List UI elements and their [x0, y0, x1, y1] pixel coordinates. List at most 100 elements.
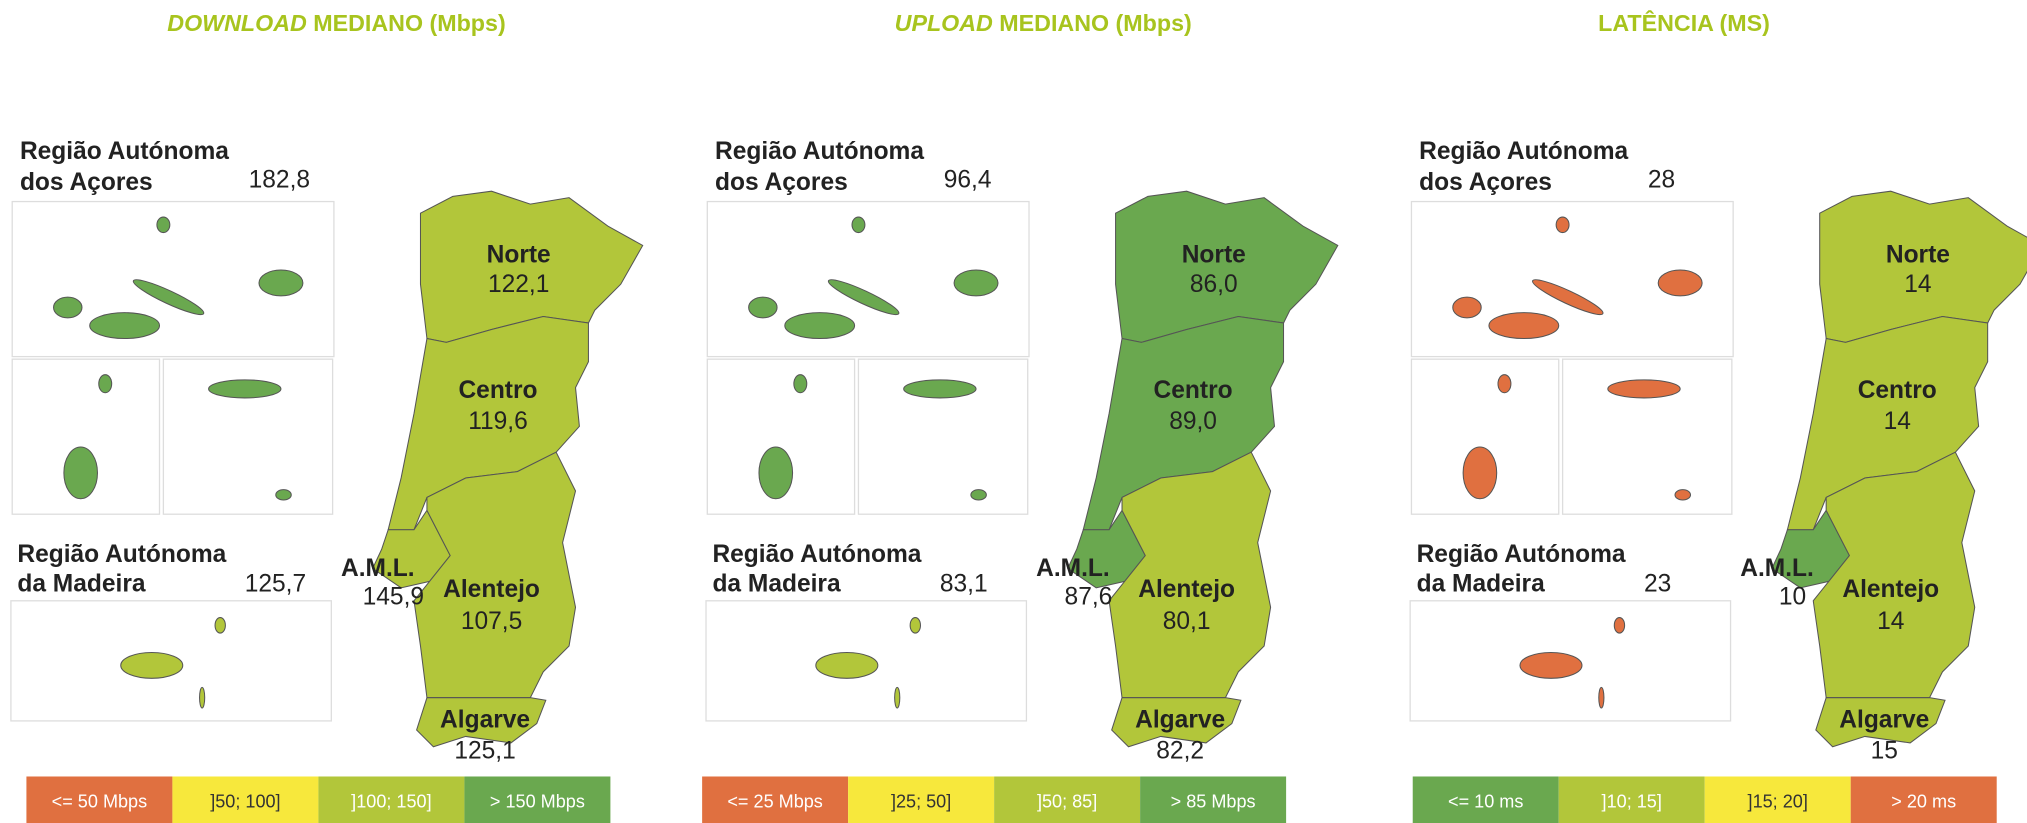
island: [1452, 296, 1482, 319]
region-value: 10: [1779, 584, 1806, 611]
legend-label: > 150 Mbps: [490, 791, 585, 811]
legend-swatch: [1704, 776, 1851, 823]
region-shape: [416, 697, 547, 748]
region-label: Norte: [1886, 241, 1950, 268]
island: [903, 379, 977, 399]
region-value: 14: [1904, 271, 1931, 298]
island: [1613, 617, 1626, 634]
legend-label: ]10; 15]: [1602, 791, 1662, 811]
region-value: 145,9: [363, 584, 424, 611]
title-text: MEDIANO (Mbps): [313, 10, 505, 36]
region-label: Alentejo: [1138, 576, 1235, 603]
island: [120, 651, 184, 679]
panel: Região Autónoma dos Açores 182,8 Região Aut…: [10, 138, 644, 764]
region-value: 82,2: [1156, 737, 1204, 764]
legend-label: ]15; 20]: [1748, 791, 1808, 811]
legend-label: <= 50 Mbps: [52, 791, 147, 811]
region-label: Centro: [1858, 377, 1937, 404]
region-label: da Madeira: [712, 571, 841, 598]
region-label: Algarve: [440, 706, 530, 733]
island: [275, 489, 292, 501]
region-value: 122,1: [488, 271, 549, 298]
legend-swatch: [464, 776, 611, 823]
region-label: Região Autónoma: [1419, 138, 1628, 165]
region-shape: [413, 451, 577, 699]
region-value: 15: [1871, 737, 1898, 764]
legend-label: <= 10 ms: [1448, 791, 1523, 811]
island: [1607, 379, 1681, 399]
region-label: A.M.L.: [341, 555, 415, 582]
region-value: 107,5: [461, 608, 522, 635]
legend-swatch: [26, 776, 173, 823]
region-label: Centro: [1154, 377, 1233, 404]
island: [98, 374, 113, 394]
region-label: A.M.L.: [1740, 555, 1814, 582]
island: [208, 379, 282, 399]
island: [214, 617, 226, 634]
island: [156, 216, 171, 234]
legend-swatch: [172, 776, 319, 823]
legend-swatch: [994, 776, 1141, 823]
region-value: 96,4: [944, 166, 992, 193]
legend-swatch: [1412, 776, 1559, 823]
title-text: LATÊNCIA (MS): [1598, 9, 1770, 36]
legend-label: <= 25 Mbps: [727, 791, 822, 811]
title-emphasis: DOWNLOAD: [167, 10, 307, 36]
region-value: 182,8: [249, 166, 310, 193]
region-label: Alentejo: [1842, 576, 1939, 603]
region-value: 125,1: [454, 737, 515, 764]
region-label: Região Autónoma: [17, 541, 226, 568]
region-value: 86,0: [1190, 271, 1238, 298]
island: [793, 374, 808, 394]
region-label: dos Açores: [1419, 169, 1552, 196]
island: [827, 279, 900, 316]
region-label: Algarve: [1839, 706, 1929, 733]
panel-title: LATÊNCIA (MS): [1598, 9, 1770, 36]
region-value: 14: [1877, 608, 1904, 635]
island: [1519, 651, 1583, 679]
region-label: dos Açores: [715, 169, 848, 196]
island: [748, 296, 778, 319]
region-value: 83,1: [940, 571, 988, 598]
region-value: 28: [1648, 166, 1675, 193]
region-label: Região Autónoma: [1417, 541, 1626, 568]
region-shape: [1812, 451, 1976, 699]
region-label: Região Autónoma: [20, 138, 229, 165]
legend-swatch: [1850, 776, 1997, 823]
island: [953, 269, 999, 297]
legend-label: ]50; 100]: [210, 791, 280, 811]
region-label: Alentejo: [443, 576, 540, 603]
legend-label: > 85 Mbps: [1171, 791, 1256, 811]
region-label: Centro: [458, 377, 537, 404]
region-value: 23: [1644, 571, 1671, 598]
legend-label: ]100; 150]: [351, 791, 431, 811]
island: [758, 446, 794, 500]
island: [132, 279, 205, 316]
region-label: da Madeira: [1417, 571, 1546, 598]
island: [1657, 269, 1703, 297]
region-value: 87,6: [1065, 584, 1113, 611]
island: [1555, 216, 1570, 234]
region-shape: [1111, 697, 1242, 748]
region-label: Algarve: [1135, 706, 1225, 733]
island: [894, 686, 901, 709]
island: [815, 651, 879, 679]
island: [1674, 489, 1692, 501]
island: [1497, 374, 1512, 394]
island: [851, 216, 866, 234]
legend-label: ]50; 85]: [1037, 791, 1097, 811]
legend-label: ]25; 50]: [891, 791, 951, 811]
island: [53, 296, 83, 319]
legend-label: > 20 ms: [1891, 791, 1956, 811]
legend-swatch: [1140, 776, 1287, 823]
legend-swatch: [702, 776, 849, 823]
title-emphasis: UPLOAD: [895, 10, 993, 36]
panel-title: UPLOAD MEDIANO (Mbps): [895, 10, 1192, 36]
island: [1462, 446, 1498, 500]
region-value: 14: [1884, 408, 1911, 435]
island: [784, 312, 856, 340]
island: [1488, 312, 1560, 340]
title-text: MEDIANO (Mbps): [999, 10, 1191, 36]
region-value: 80,1: [1163, 608, 1211, 635]
